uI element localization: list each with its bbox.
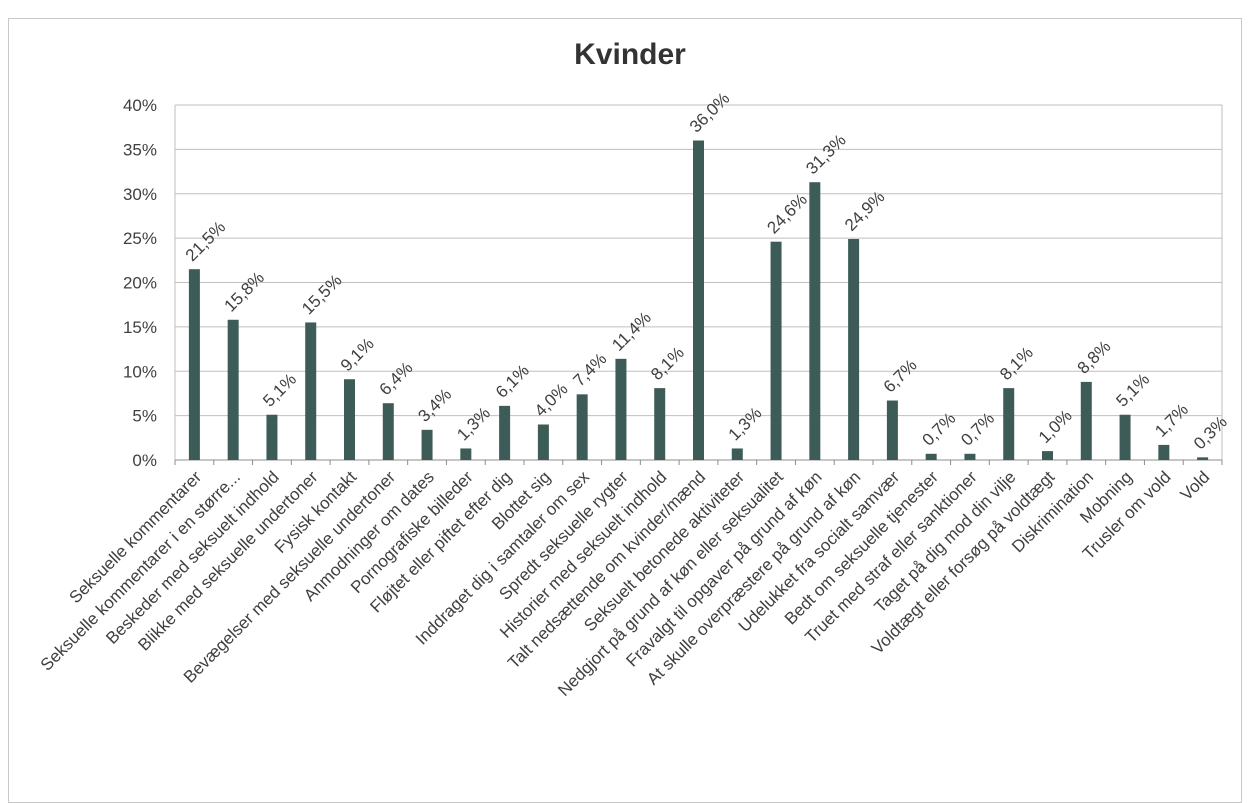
data-label: 21,5% — [182, 217, 230, 265]
chart-title: Kvinder — [574, 38, 686, 71]
bar — [305, 322, 317, 460]
data-label: 6,1% — [492, 361, 533, 402]
bar — [964, 453, 976, 460]
data-label: 24,6% — [763, 190, 811, 238]
data-label: 3,4% — [414, 385, 455, 426]
bar — [615, 358, 627, 460]
data-label: 31,3% — [802, 131, 850, 179]
y-tick-label: 10% — [123, 362, 157, 381]
bar — [1158, 444, 1170, 460]
data-label: 0,3% — [1190, 412, 1231, 453]
bar — [848, 239, 860, 460]
data-label: 1,0% — [1035, 406, 1076, 447]
data-label: 0,7% — [957, 409, 998, 450]
bar — [576, 394, 588, 460]
bar — [266, 414, 278, 460]
data-label: 1,3% — [453, 403, 494, 444]
data-label: 4,0% — [531, 379, 572, 420]
bars — [188, 140, 1209, 460]
data-label: 24,9% — [841, 187, 889, 235]
data-label: 15,5% — [298, 271, 346, 319]
data-label: 7,4% — [570, 349, 611, 390]
bar — [925, 453, 937, 460]
y-tick-label: 40% — [123, 96, 157, 115]
bar — [731, 448, 743, 460]
data-labels: 21,5%15,8%5,1%15,5%9,1%6,4%3,4%1,3%6,1%4… — [182, 89, 1231, 453]
data-label: 0,7% — [919, 409, 960, 450]
data-label: 9,1% — [337, 334, 378, 375]
data-label: 1,7% — [1151, 400, 1192, 441]
data-label: 8,1% — [996, 343, 1037, 384]
bar — [1003, 388, 1015, 460]
y-tick-label: 15% — [123, 318, 157, 337]
data-label: 11,4% — [608, 308, 655, 355]
bar — [809, 182, 821, 460]
y-tick-label: 35% — [123, 140, 157, 159]
bar — [770, 241, 782, 460]
bar — [460, 448, 472, 460]
y-tick-label: 25% — [123, 229, 157, 248]
bar — [382, 403, 394, 460]
bar — [654, 388, 666, 460]
bar — [537, 424, 549, 460]
y-tick-label: 30% — [123, 185, 157, 204]
bar — [421, 429, 433, 460]
y-tick-label: 20% — [123, 274, 157, 293]
bar — [693, 140, 704, 460]
data-label: 15,8% — [221, 268, 269, 316]
x-tick-label: Vold — [1177, 467, 1214, 504]
data-label: 5,1% — [259, 370, 300, 411]
bar — [344, 379, 355, 460]
bar — [499, 405, 511, 460]
bar — [188, 269, 200, 460]
data-label: 6,4% — [376, 358, 417, 399]
data-label: 8,1% — [647, 343, 688, 384]
bar — [227, 319, 239, 460]
bar — [1119, 414, 1131, 460]
y-tick-label: 0% — [132, 451, 157, 470]
bar — [1042, 451, 1053, 460]
y-tick-label: 5% — [132, 407, 157, 426]
data-label: 1,3% — [725, 403, 766, 444]
data-label: 5,1% — [1112, 370, 1153, 411]
data-label: 36,0% — [686, 89, 734, 137]
bar — [1197, 457, 1209, 460]
y-axis-ticks: 0% 5% 10% 15% 20% 25% 30% 35% 40% — [123, 96, 157, 470]
bar — [886, 400, 898, 460]
bar — [1080, 381, 1092, 460]
data-label: 6,7% — [880, 356, 921, 397]
